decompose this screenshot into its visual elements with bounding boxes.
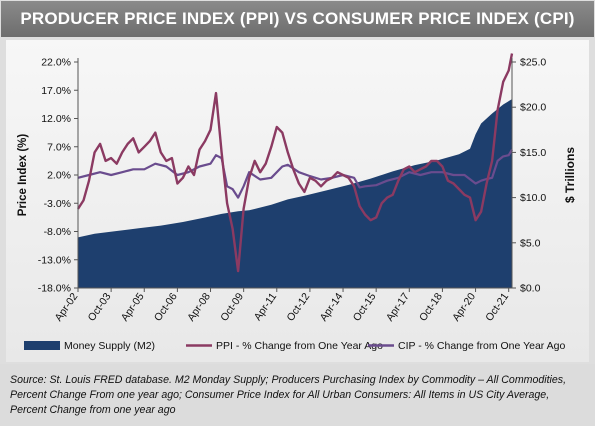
right-tick-label: $0.0: [520, 283, 541, 295]
x-tick-label: Oct-21: [483, 291, 511, 324]
right-tick-label: $25.0: [520, 57, 546, 69]
right-axis-title: $ Trillions: [563, 147, 577, 203]
x-tick-label: Apr-17: [384, 291, 412, 324]
legend-ppi-label: PPI - % Change from One Year Ago: [216, 340, 383, 352]
left-tick-label: -3.0%: [44, 198, 71, 210]
legend-money-supply-swatch: [24, 341, 60, 350]
money-supply-area: [78, 99, 512, 288]
right-tick-label: $15.0: [520, 147, 546, 159]
right-tick-label: $20.0: [520, 102, 546, 114]
right-tick-label: $5.0: [520, 237, 541, 249]
source-background: [0, 364, 595, 426]
left-tick-label: 2.0%: [47, 170, 71, 182]
x-tick-label: Oct-03: [86, 291, 114, 324]
left-tick-label: 22.0%: [41, 57, 71, 69]
x-tick-label: Apr-05: [119, 291, 147, 324]
legend-money-supply-label: Money Supply (M2): [64, 340, 155, 352]
ppi-line: [76, 53, 514, 273]
left-axis-title: Price Index (%): [17, 134, 29, 217]
legend-cpi-label: CIP - % Change from One Year Ago: [398, 340, 565, 352]
left-tick-label: 12.0%: [41, 113, 71, 125]
x-tick-label: Apr-14: [318, 291, 346, 324]
x-tick-label: Oct-12: [284, 291, 312, 324]
left-tick-label: -18.0%: [38, 283, 71, 295]
left-tick-label: 7.0%: [47, 141, 71, 153]
x-tick-label: Apr-20: [450, 291, 478, 324]
chart-svg: 22.0% 17.0% 12.0% 7.0% 2.0% -3.0% -8.0% -13.0% -…: [17, 53, 577, 352]
x-tick-label: Oct-09: [218, 291, 246, 324]
x-tick-label: Apr-08: [185, 291, 213, 324]
x-tick-label: Apr-02: [53, 291, 81, 324]
x-tick-label: Oct-18: [417, 291, 445, 324]
x-tick-label: Apr-11: [252, 291, 280, 323]
left-tick-label: 17.0%: [41, 85, 71, 97]
x-tick-label: Oct-06: [152, 291, 180, 324]
left-tick-label: -8.0%: [44, 226, 71, 238]
x-tick-label: Oct-15: [351, 291, 379, 324]
chart-title: PRODUCER PRICE INDEX (PPI) VS CONSUMER P…: [1, 1, 594, 37]
right-tick-label: $10.0: [520, 192, 546, 204]
cpi-line: [77, 149, 513, 199]
left-tick-label: -13.0%: [38, 254, 71, 266]
chart-panel: 22.0% 17.0% 12.0% 7.0% 2.0% -3.0% -8.0% -13.0% -…: [6, 40, 589, 362]
source-note: Source: St. Louis FRED database. M2 Mond…: [10, 374, 567, 416]
